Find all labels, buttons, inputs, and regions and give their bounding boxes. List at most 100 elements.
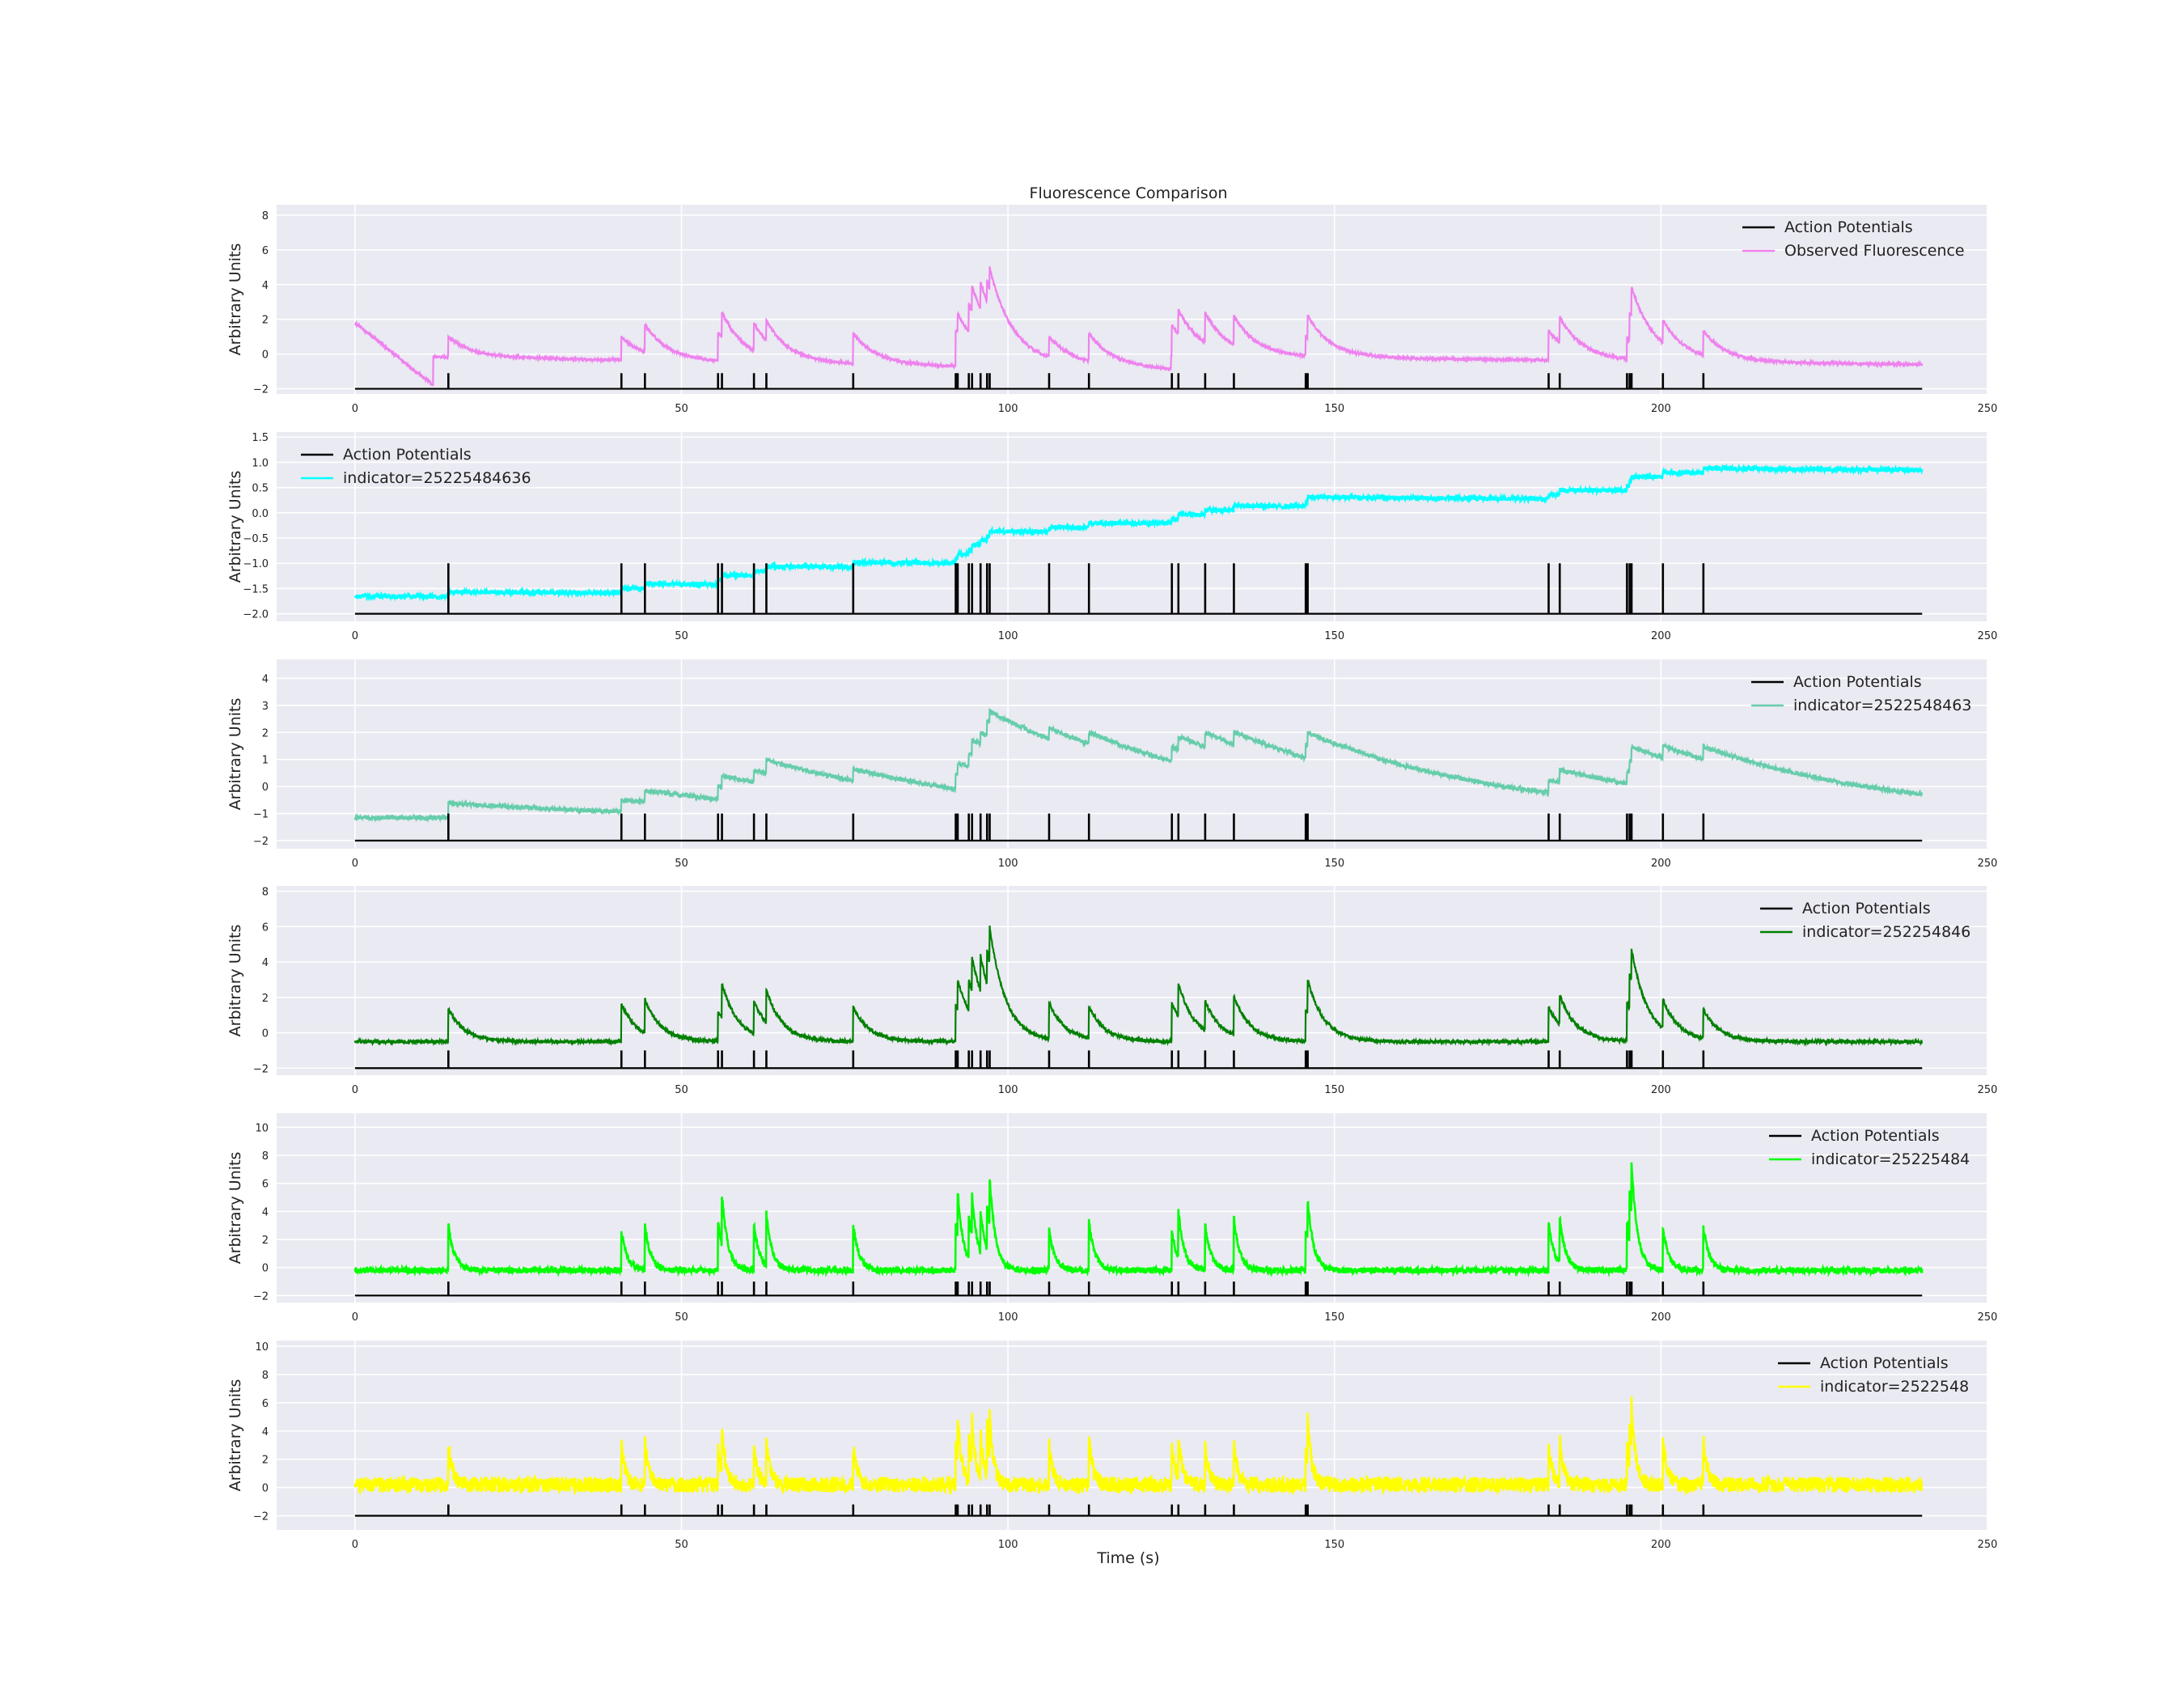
y-tick-label: 0 bbox=[262, 782, 269, 794]
y-axis-label: Arbitrary Units bbox=[226, 244, 244, 356]
x-tick-label: 50 bbox=[675, 1311, 688, 1324]
x-tick-label: 50 bbox=[675, 403, 688, 415]
y-tick-label: 6 bbox=[262, 1398, 269, 1410]
x-tick-label: 0 bbox=[352, 403, 358, 415]
y-tick-label: 6 bbox=[262, 1179, 269, 1191]
x-tick-label: 0 bbox=[352, 1311, 358, 1324]
x-tick-label: 200 bbox=[1651, 403, 1671, 415]
x-tick-label: 250 bbox=[1978, 1539, 1998, 1551]
y-tick-label: 0.0 bbox=[252, 508, 269, 520]
panel-background bbox=[277, 1113, 1987, 1303]
y-axis-label: Arbitrary Units bbox=[226, 471, 244, 583]
y-tick-label: 1 bbox=[262, 755, 269, 767]
y-tick-label: 2 bbox=[262, 727, 269, 739]
x-tick-label: 100 bbox=[998, 630, 1018, 642]
x-tick-label: 100 bbox=[998, 403, 1018, 415]
y-tick-label: 6 bbox=[262, 922, 269, 934]
y-tick-label: 2 bbox=[262, 1235, 269, 1247]
legend: Action Potentials indicator=252254846 bbox=[1760, 900, 1970, 941]
x-tick-label: 150 bbox=[1324, 1311, 1344, 1324]
y-axis-label: Arbitrary Units bbox=[226, 1379, 244, 1492]
legend-label: indicator=2522548463 bbox=[1793, 697, 1971, 714]
y-tick-label: 8 bbox=[262, 1370, 269, 1382]
y-tick-label: −1.5 bbox=[243, 583, 269, 595]
legend: Action Potentials indicator=2522548463 bbox=[1751, 673, 1971, 714]
x-tick-label: 250 bbox=[1978, 403, 1998, 415]
x-tick-label: 100 bbox=[998, 1539, 1018, 1551]
y-tick-label: −2 bbox=[253, 1511, 269, 1523]
legend: Action Potentials indicator=2522548 bbox=[1778, 1354, 1969, 1396]
x-tick-label: 200 bbox=[1651, 1539, 1671, 1551]
legend-label: indicator=25225484 bbox=[1811, 1150, 1970, 1168]
y-tick-label: −2 bbox=[253, 836, 269, 848]
legend-label: indicator=2522548 bbox=[1820, 1378, 1969, 1396]
fluorescence-trace bbox=[353, 926, 1923, 1047]
y-tick-label: 10 bbox=[255, 1122, 269, 1134]
legend-label: indicator=25225484636 bbox=[343, 469, 531, 487]
y-tick-label: 4 bbox=[262, 280, 269, 292]
y-tick-label: 10 bbox=[255, 1341, 269, 1354]
x-tick-label: 150 bbox=[1324, 1084, 1344, 1096]
x-tick-label: 0 bbox=[352, 1084, 358, 1096]
x-tick-label: 250 bbox=[1978, 858, 1998, 870]
legend-label: Action Potentials bbox=[1784, 218, 1913, 236]
legend: Action Potentials indicator=25225484636 bbox=[301, 446, 531, 487]
x-axis-label: Time (s) bbox=[1096, 1549, 1159, 1567]
y-tick-label: −2 bbox=[253, 1063, 269, 1075]
fluorescence-trace bbox=[353, 707, 1924, 823]
fluorescence-trace bbox=[354, 266, 1924, 387]
y-tick-label: −1.0 bbox=[243, 558, 269, 570]
panel-background bbox=[277, 205, 1987, 394]
panel-2: −2.0 −1.5 −1.0 −0.5 0.0 0.5 1.0 1.5 0 50 100 150 200… bbox=[226, 432, 1997, 642]
y-tick-label: 8 bbox=[262, 887, 269, 899]
x-tick-label: 100 bbox=[998, 1311, 1018, 1324]
y-tick-label: 1.0 bbox=[252, 457, 269, 469]
panel-1: −2 0 2 4 6 8 0 50 100 150 200 250 Arbitrary Units Act… bbox=[226, 205, 1997, 415]
figure-title: Fluorescence Comparison bbox=[1030, 184, 1228, 202]
y-tick-label: 4 bbox=[262, 1206, 269, 1218]
x-tick-label: 250 bbox=[1978, 630, 1998, 642]
y-axis-label: Arbitrary Units bbox=[226, 1152, 244, 1265]
x-tick-label: 150 bbox=[1324, 403, 1344, 415]
y-tick-label: 0 bbox=[262, 350, 269, 362]
y-tick-label: 8 bbox=[262, 210, 269, 222]
x-tick-label: 50 bbox=[675, 630, 688, 642]
x-tick-label: 250 bbox=[1978, 1084, 1998, 1096]
y-tick-label: 0 bbox=[262, 1263, 269, 1275]
x-tick-label: 250 bbox=[1978, 1311, 1998, 1324]
legend-label: Observed Fluorescence bbox=[1784, 242, 1965, 260]
fluorescence-trace bbox=[353, 463, 1924, 602]
x-tick-label: 100 bbox=[998, 858, 1018, 870]
y-tick-label: −2.0 bbox=[243, 609, 269, 621]
legend: Action Potentials Observed Fluorescence bbox=[1742, 218, 1965, 260]
x-tick-label: 200 bbox=[1651, 630, 1671, 642]
x-tick-label: 100 bbox=[998, 1084, 1018, 1096]
y-tick-label: −1 bbox=[253, 809, 269, 821]
y-tick-label: 0 bbox=[262, 1028, 269, 1040]
x-tick-label: 0 bbox=[352, 1539, 358, 1551]
y-tick-label: 4 bbox=[262, 957, 269, 969]
legend-label: Action Potentials bbox=[343, 446, 472, 464]
y-tick-label: 0 bbox=[262, 1483, 269, 1495]
x-tick-label: 50 bbox=[675, 1084, 688, 1096]
legend-label: indicator=252254846 bbox=[1802, 923, 1970, 941]
panel-3: −2 −1 0 1 2 3 4 0 50 100 150 200 250 Arbitrary Units A… bbox=[226, 659, 1997, 870]
y-tick-label: 2 bbox=[262, 993, 269, 1005]
legend: Action Potentials indicator=25225484 bbox=[1769, 1127, 1970, 1168]
panel-background bbox=[277, 1341, 1987, 1530]
legend-label: Action Potentials bbox=[1802, 900, 1931, 917]
y-tick-label: 6 bbox=[262, 245, 269, 257]
x-tick-label: 150 bbox=[1324, 1539, 1344, 1551]
panel-background bbox=[277, 886, 1987, 1075]
x-tick-label: 50 bbox=[675, 1539, 688, 1551]
x-tick-label: 50 bbox=[675, 858, 688, 870]
y-axis-label: Arbitrary Units bbox=[226, 698, 244, 811]
x-tick-label: 0 bbox=[352, 858, 358, 870]
y-tick-label: −2 bbox=[253, 384, 269, 396]
panel-4: −2 0 2 4 6 8 0 50 100 150 200 250 Arbitrary Units Act… bbox=[226, 886, 1997, 1096]
y-axis-label: Arbitrary Units bbox=[226, 925, 244, 1037]
y-tick-label: 3 bbox=[262, 701, 269, 713]
